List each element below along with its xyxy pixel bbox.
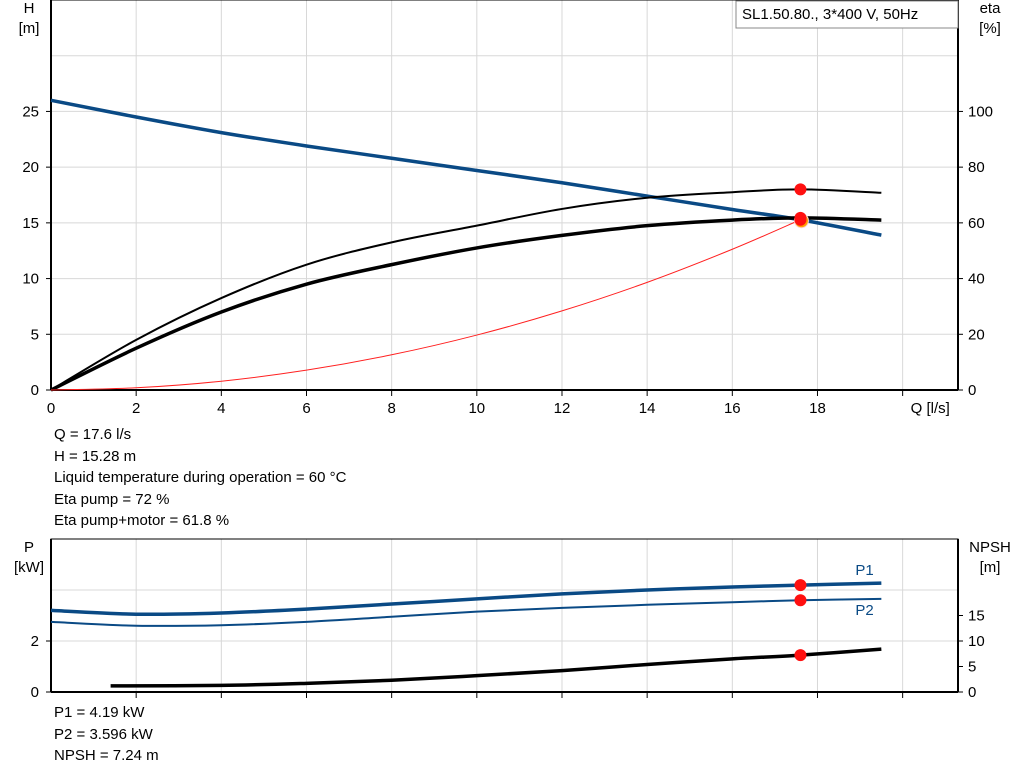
y2-tick-label: 80 [968, 159, 985, 176]
info-npsh: NPSH = 7.24 m [54, 747, 159, 764]
y2-axis-label: NPSH [969, 539, 1011, 556]
operating-point-marker [794, 211, 807, 224]
x-tick-label: 8 [387, 400, 395, 417]
y-tick-label: 0 [31, 684, 39, 701]
y2-tick-label: 10 [968, 633, 985, 650]
y-axis-label: H [24, 0, 35, 17]
x-tick-label: 0 [47, 400, 55, 417]
y-tick-label: 0 [31, 382, 39, 399]
x-tick-label: 2 [132, 400, 140, 417]
series-label-p1: P1 [855, 562, 873, 579]
y-tick-label: 2 [31, 633, 39, 650]
x-tick-label: 16 [724, 400, 741, 417]
y2-tick-label: 5 [968, 659, 976, 676]
legend-box [735, 0, 959, 29]
series-h [50, 98, 882, 237]
operating-point-marker [794, 594, 807, 607]
info-h: H = 15.28 m [54, 447, 137, 465]
info-eta-pump-motor: Eta pump+motor = 61.8 % [54, 512, 230, 529]
y2-tick-label: 15 [968, 608, 985, 625]
info-q: Q = 17.6 l/s [54, 426, 132, 443]
y2-axis-label: [m] [980, 559, 1001, 576]
operating-point-marker [794, 183, 807, 196]
x-tick-label: 6 [302, 400, 310, 417]
y2-axis-label: [%] [979, 20, 1001, 37]
series-eta-pump [50, 188, 882, 391]
series-p2 [50, 597, 882, 627]
y-tick-label: 10 [22, 271, 39, 288]
info-temp: Liquid temperature during operation = 60… [54, 469, 347, 486]
y-tick-label: 5 [31, 326, 39, 343]
y-axis-label: [m] [19, 20, 40, 37]
y2-axis-label: eta [980, 0, 1002, 17]
y-tick-label: 25 [22, 103, 39, 120]
y2-tick-label: 0 [968, 382, 976, 399]
legend-text: SL1.50.80., 3*400 V, 50Hz [742, 6, 918, 23]
info-p2: P2 = 3.596 kW [54, 725, 153, 743]
y-axis-label: [kW] [14, 559, 44, 576]
y2-tick-label: 0 [968, 684, 976, 701]
y2-tick-label: 20 [968, 326, 985, 343]
series-eta-pump-motor [50, 216, 882, 392]
operating-point-info: Q = 17.6 l/s H = 15.28 m Liquid temperat… [54, 424, 346, 532]
x-tick-label: 4 [217, 400, 225, 417]
info-p1: P1 = 4.19 kW [54, 704, 145, 721]
series-label-p2: P2 [855, 602, 873, 619]
x-axis-label: Q [l/s] [911, 400, 950, 417]
y2-tick-label: 60 [968, 215, 985, 232]
x-tick-label: 10 [468, 400, 485, 417]
y-axis-label: P [24, 539, 34, 556]
x-tick-label: 18 [809, 400, 826, 417]
y-tick-label: 20 [22, 159, 39, 176]
y-tick-label: 15 [22, 215, 39, 232]
series-p1 [50, 581, 882, 617]
y2-tick-label: 100 [968, 103, 993, 120]
power-info: P1 = 4.19 kW P2 = 3.596 kW NPSH = 7.24 m [54, 702, 159, 767]
info-eta-pump: Eta pump = 72 % [54, 490, 170, 508]
operating-point-marker [794, 649, 807, 662]
x-tick-label: 14 [639, 400, 656, 417]
y2-tick-label: 40 [968, 271, 985, 288]
series-system-curve [50, 219, 801, 391]
operating-point-marker [794, 579, 807, 592]
series-npsh [110, 647, 882, 688]
x-tick-label: 12 [554, 400, 571, 417]
plot-frame [50, 0, 959, 391]
